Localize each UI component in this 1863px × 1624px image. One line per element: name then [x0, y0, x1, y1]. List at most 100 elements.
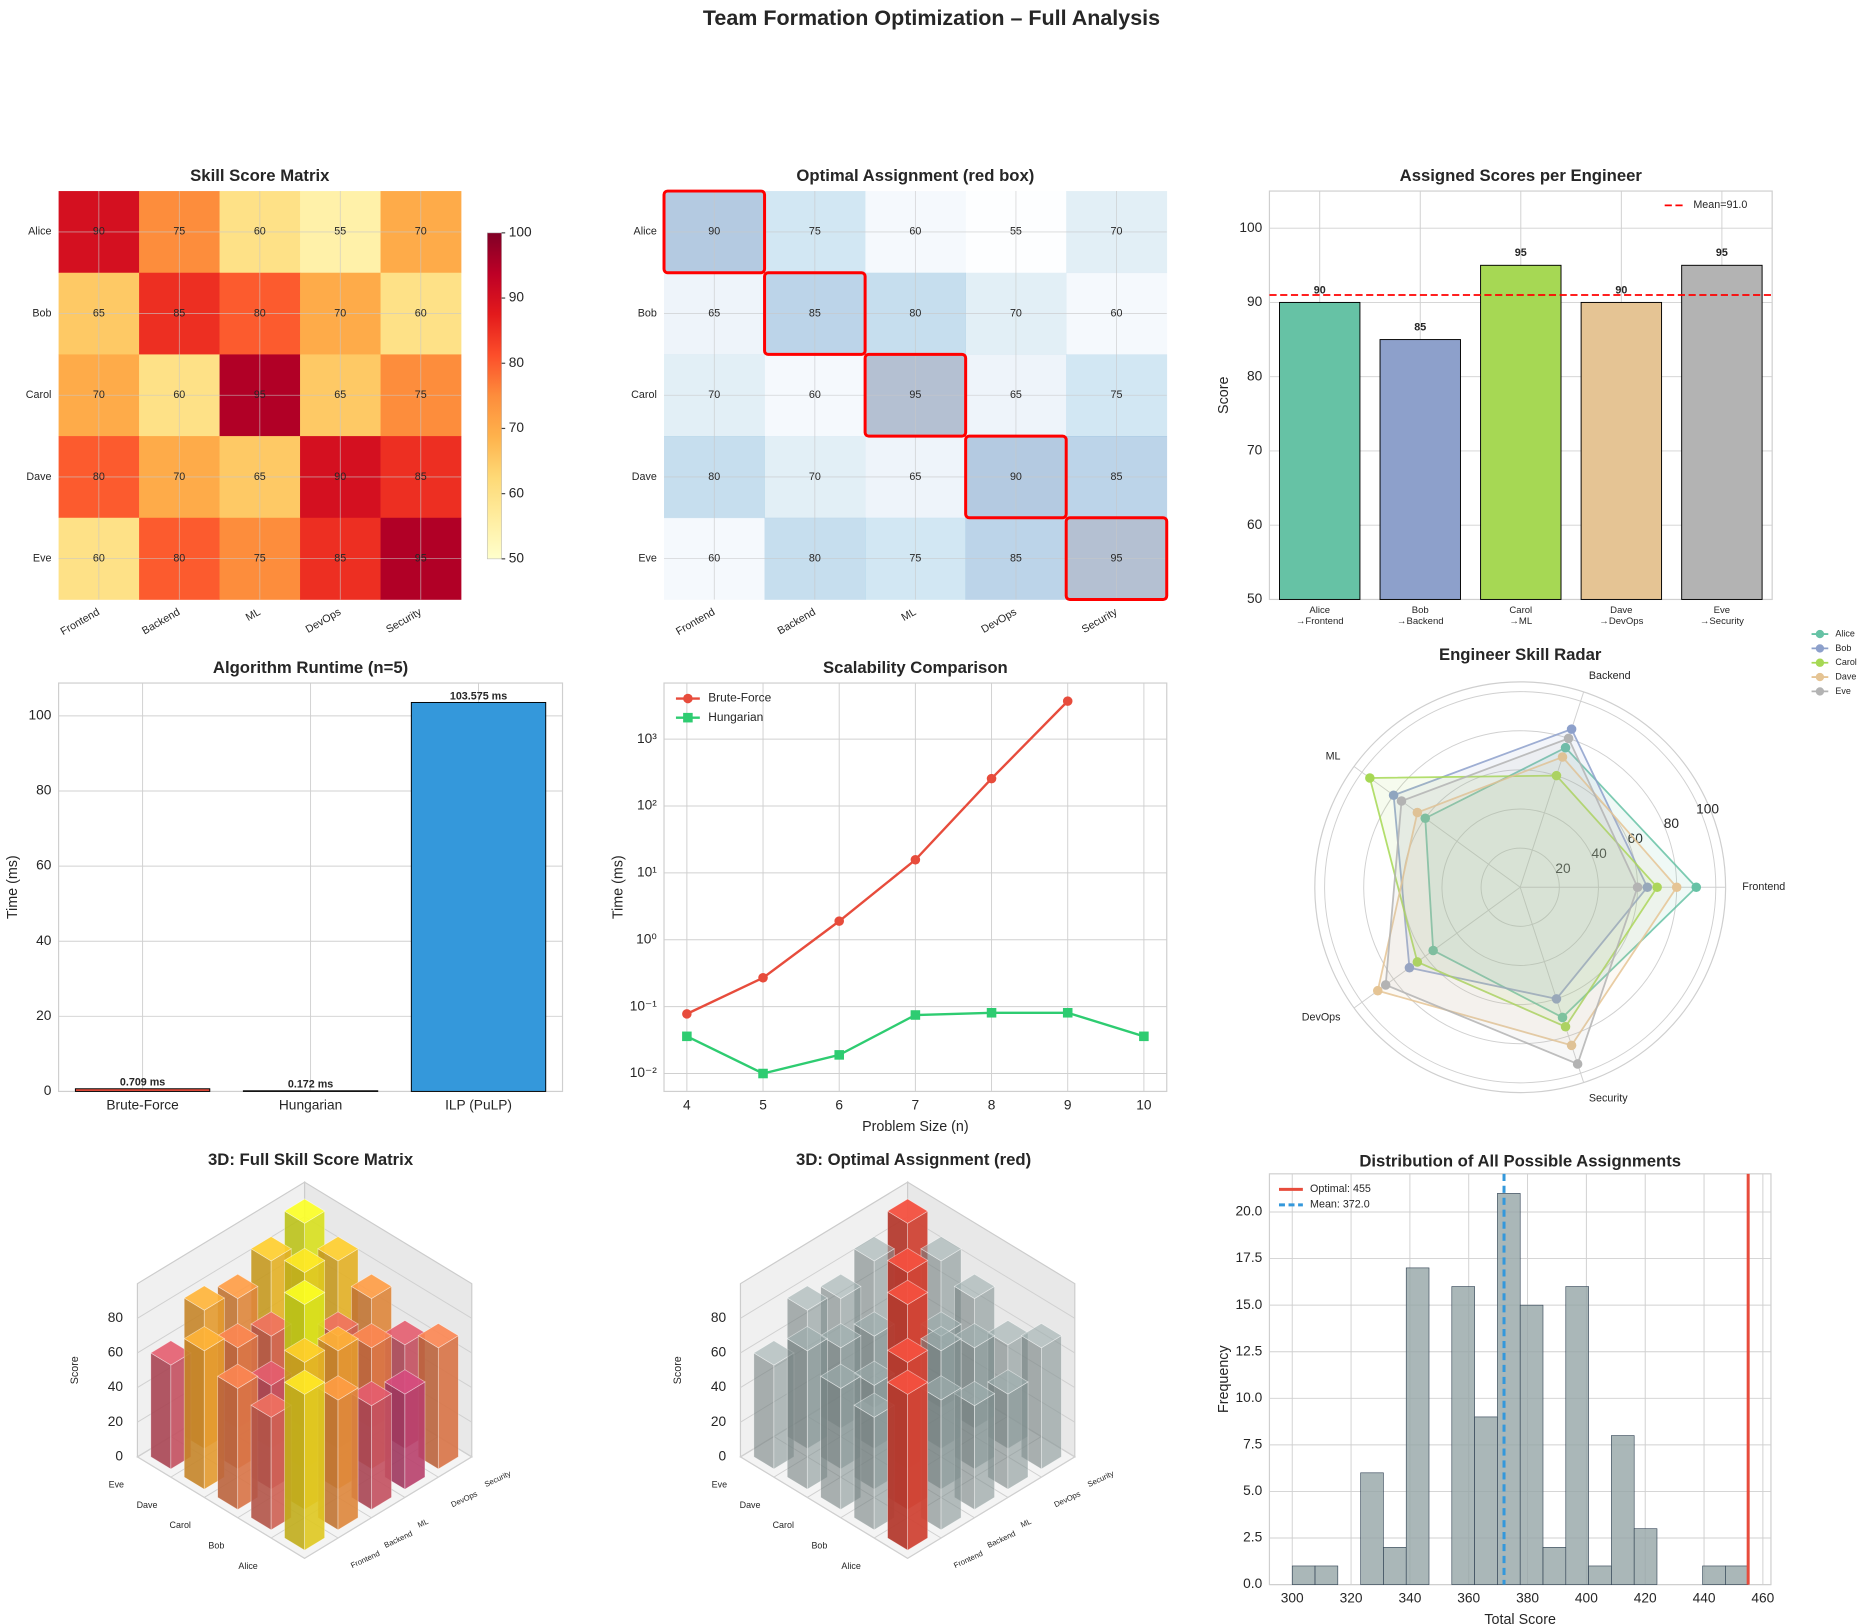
y-tick-label: 10⁻¹	[630, 998, 658, 1013]
floor-grid	[740, 1456, 908, 1559]
column-label: Backend	[776, 606, 818, 637]
x-tick-label: 10	[1136, 1097, 1152, 1112]
bar-face-left	[820, 1375, 842, 1511]
r-tick-label: 40	[1591, 846, 1607, 861]
histogram-bar	[1588, 1565, 1612, 1585]
y-tick-label: 10³	[637, 731, 657, 746]
bar-value-label: 103.575 ms	[450, 690, 507, 702]
panel-title: Optimal Assignment (red box)	[796, 166, 1034, 185]
colorbar-tick-label: 100	[509, 224, 532, 239]
radar-point	[1566, 1040, 1577, 1051]
colorbar	[486, 232, 502, 560]
cell-label: 65	[254, 471, 266, 483]
y-tick-label: 90	[1247, 294, 1263, 309]
row-label: Dave	[632, 471, 657, 483]
z-tick-label: 40	[711, 1379, 727, 1394]
row-label: Alice	[841, 1561, 860, 1571]
legend-label: Mean=91.0	[1693, 199, 1747, 211]
histogram-bar	[1474, 1416, 1498, 1585]
x-tick-label: 5	[759, 1097, 767, 1112]
x-axis-label: Problem Size (n)	[862, 1119, 969, 1135]
bar-face-left	[887, 1381, 908, 1551]
histogram-bar	[1291, 1565, 1316, 1585]
bar	[1480, 264, 1562, 600]
column-label: Frontend	[674, 606, 717, 638]
cell-label: 75	[173, 226, 185, 238]
z-tick-label: 0	[718, 1448, 726, 1463]
bar-top	[216, 1363, 259, 1389]
x-tick-label: 6	[835, 1097, 843, 1112]
cell-label: 70	[708, 389, 720, 401]
bar-top	[886, 1279, 929, 1305]
axis-label: Security	[1589, 1092, 1628, 1104]
label-line: →ML	[1509, 616, 1532, 627]
radar-area	[1384, 737, 1639, 1066]
y-tick-label: 60	[36, 858, 52, 873]
y-tick-label: 17.5	[1236, 1250, 1263, 1265]
r-tick-label: 80	[1664, 816, 1680, 831]
axis-label: DevOps	[1302, 1012, 1341, 1024]
bar-face-right	[940, 1387, 962, 1531]
row-label: Carol	[631, 389, 657, 401]
assignment-box	[662, 189, 767, 275]
x-tick-label: Hungarian	[279, 1097, 342, 1112]
radar-point	[1671, 882, 1682, 893]
x-axis-label: Total Score	[1484, 1612, 1556, 1624]
y-tick-label: 80	[1247, 368, 1263, 383]
label-line: Eve	[1714, 605, 1730, 616]
bar	[242, 1090, 379, 1092]
x-tick-label: 7	[912, 1097, 920, 1112]
cell-label: 75	[254, 552, 266, 564]
x-tick-label: 400	[1575, 1591, 1598, 1606]
column-label: DevOps	[1053, 1489, 1082, 1509]
cell-label: 90	[708, 226, 720, 238]
y-tick-label: 10¹	[637, 865, 657, 880]
axes-frame	[663, 682, 1168, 1093]
legend-label: Optimal: 455	[1310, 1183, 1371, 1195]
x-tick-label: 8	[988, 1097, 996, 1112]
bar-top	[417, 1323, 460, 1349]
bar-top	[216, 1273, 259, 1299]
colorbar-tick-label: 80	[509, 355, 525, 370]
x-tick-label: 340	[1398, 1591, 1421, 1606]
bar-top	[886, 1337, 929, 1363]
series-line	[686, 700, 1069, 1015]
panel-title: Distribution of All Possible Assignments	[1359, 1151, 1681, 1170]
radar-point	[1428, 945, 1438, 956]
point	[910, 1010, 921, 1020]
y-tick-label: 2.5	[1243, 1530, 1262, 1545]
bar-top	[283, 1279, 326, 1305]
assignment-box	[763, 271, 867, 356]
x-tick-label: 420	[1634, 1591, 1657, 1606]
legend-label: Bob	[1835, 643, 1851, 653]
cell-label: 75	[909, 552, 921, 564]
radar-point	[1412, 807, 1423, 818]
cell-label: 80	[173, 552, 185, 564]
row-label: Dave	[137, 1500, 158, 1510]
radar-point	[1652, 882, 1662, 893]
bar	[74, 1088, 211, 1092]
radar-point	[1412, 957, 1423, 967]
radar-point	[1551, 770, 1562, 781]
legend-label: Alice	[1835, 628, 1854, 638]
column-label: Security	[1080, 606, 1120, 636]
radar-point	[1551, 994, 1562, 1004]
point	[758, 973, 768, 983]
row-label: Carol	[170, 1520, 191, 1530]
row-label: Bob	[208, 1541, 224, 1551]
column-label: ML	[244, 606, 263, 624]
y-tick-label: 7.5	[1243, 1436, 1262, 1451]
histogram-bar	[1383, 1547, 1407, 1585]
y-tick-label: 10⁰	[636, 931, 657, 946]
y-tick-label: 100	[29, 708, 52, 723]
legend-marker	[1815, 672, 1825, 682]
cell-label: 65	[334, 389, 346, 401]
label-line: →Backend	[1397, 616, 1444, 627]
label-line: Alice	[1309, 605, 1330, 616]
y-tick-label: 60	[1247, 517, 1263, 532]
x-tick-label: 320	[1340, 1591, 1363, 1606]
bar-face-right	[1007, 1381, 1029, 1490]
radar-point	[1572, 1059, 1583, 1069]
point	[1062, 696, 1073, 706]
